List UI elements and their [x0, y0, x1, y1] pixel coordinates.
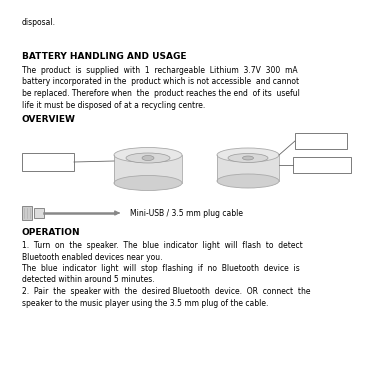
Text: disposal.: disposal. [22, 18, 56, 27]
Bar [114, 155, 182, 183]
Ellipse shape [228, 153, 268, 163]
Text: be replaced. Therefore when  the  product reaches the end  of its  useful: be replaced. Therefore when the product … [22, 89, 300, 98]
Text: OVERVIEW: OVERVIEW [22, 115, 76, 124]
Bar [217, 155, 279, 181]
Ellipse shape [217, 148, 279, 162]
Bar [295, 133, 347, 149]
Text: Bluetooth enabled devices near you.: Bluetooth enabled devices near you. [22, 252, 163, 262]
Text: BATTERY HANDLING AND USAGE: BATTERY HANDLING AND USAGE [22, 52, 186, 61]
Text: battery incorporated in the  product which is not accessible  and cannot: battery incorporated in the product whic… [22, 77, 299, 87]
Bar [293, 157, 351, 173]
Text: speaker to the music player using the 3.5 mm plug of the cable.: speaker to the music player using the 3.… [22, 298, 268, 308]
Ellipse shape [114, 148, 182, 163]
Text: Mini USB + Aux: Mini USB + Aux [301, 163, 343, 167]
Bar [22, 206, 32, 220]
Ellipse shape [142, 156, 154, 160]
Ellipse shape [243, 156, 254, 160]
Text: Indicator: Indicator [309, 138, 333, 143]
Bar [34, 208, 44, 218]
Text: Power scroll: Power scroll [32, 160, 64, 164]
Text: OPERATION: OPERATION [22, 228, 81, 237]
Text: life it must be disposed of at a recycling centre.: life it must be disposed of at a recycli… [22, 101, 205, 109]
Ellipse shape [114, 175, 182, 190]
Text: Mini-USB / 3.5 mm plug cable: Mini-USB / 3.5 mm plug cable [130, 210, 243, 218]
Text: The  product  is  supplied  with  1  rechargeable  Lithium  3.7V  300  mA: The product is supplied with 1 rechargea… [22, 66, 298, 75]
Text: 1.  Turn  on  the  speaker.  The  blue  indicator  light  will  flash  to  detec: 1. Turn on the speaker. The blue indicat… [22, 241, 303, 250]
Text: 2.  Pair  the  speaker with  the  desired Bluetooth  device.  OR  connect  the: 2. Pair the speaker with the desired Blu… [22, 287, 310, 296]
Bar [22, 153, 74, 171]
Text: The  blue  indicator  light  will  stop  flashing  if  no  Bluetooth  device  is: The blue indicator light will stop flash… [22, 264, 300, 273]
Ellipse shape [217, 174, 279, 188]
Text: detected within around 5 minutes.: detected within around 5 minutes. [22, 276, 155, 284]
Ellipse shape [126, 153, 170, 163]
